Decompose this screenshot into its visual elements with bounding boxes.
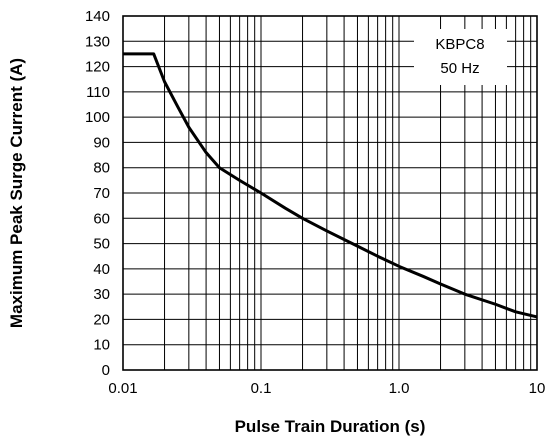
x-tick-label: 1.0 [389, 380, 410, 397]
legend: KBPC8 50 Hz [414, 29, 507, 85]
legend-frequency: 50 Hz [440, 60, 479, 77]
y-tick-label: 120 [85, 59, 110, 76]
plot-frame [122, 15, 538, 371]
y-tick-label: 80 [93, 160, 110, 177]
y-tick-label: 50 [93, 236, 110, 253]
y-tick-label: 30 [93, 286, 110, 303]
y-tick-label: 90 [93, 134, 110, 151]
x-tick-label: 10 [529, 380, 546, 397]
y-axis-title: Maximum Peak Surge Current (A) [7, 58, 26, 328]
y-tick-label: 130 [85, 33, 110, 50]
legend-box [414, 29, 507, 85]
x-axis-title: Pulse Train Duration (s) [235, 417, 426, 436]
y-tick-label: 60 [93, 210, 110, 227]
y-tick-label: 110 [86, 84, 110, 101]
x-tick-label: 0.01 [108, 380, 137, 397]
surge-current-line [123, 52, 538, 319]
x-tick-labels: 0.01 0.1 1.0 10 [108, 380, 545, 397]
y-tick-label: 70 [93, 185, 110, 202]
x-tick-label: 0.1 [251, 380, 272, 397]
y-tick-label: 0 [102, 362, 110, 379]
y-tick-label: 20 [93, 311, 110, 328]
y-tick-labels: 0 10 20 30 40 50 60 70 80 90 100 110 120 130 140 [85, 8, 110, 379]
legend-device: KBPC8 [435, 36, 484, 53]
y-tick-label: 10 [93, 337, 110, 354]
y-tick-label: 100 [85, 109, 110, 126]
y-tick-label: 140 [85, 8, 110, 25]
y-tick-label: 40 [93, 261, 110, 278]
horizontal-gridlines [123, 40, 537, 346]
